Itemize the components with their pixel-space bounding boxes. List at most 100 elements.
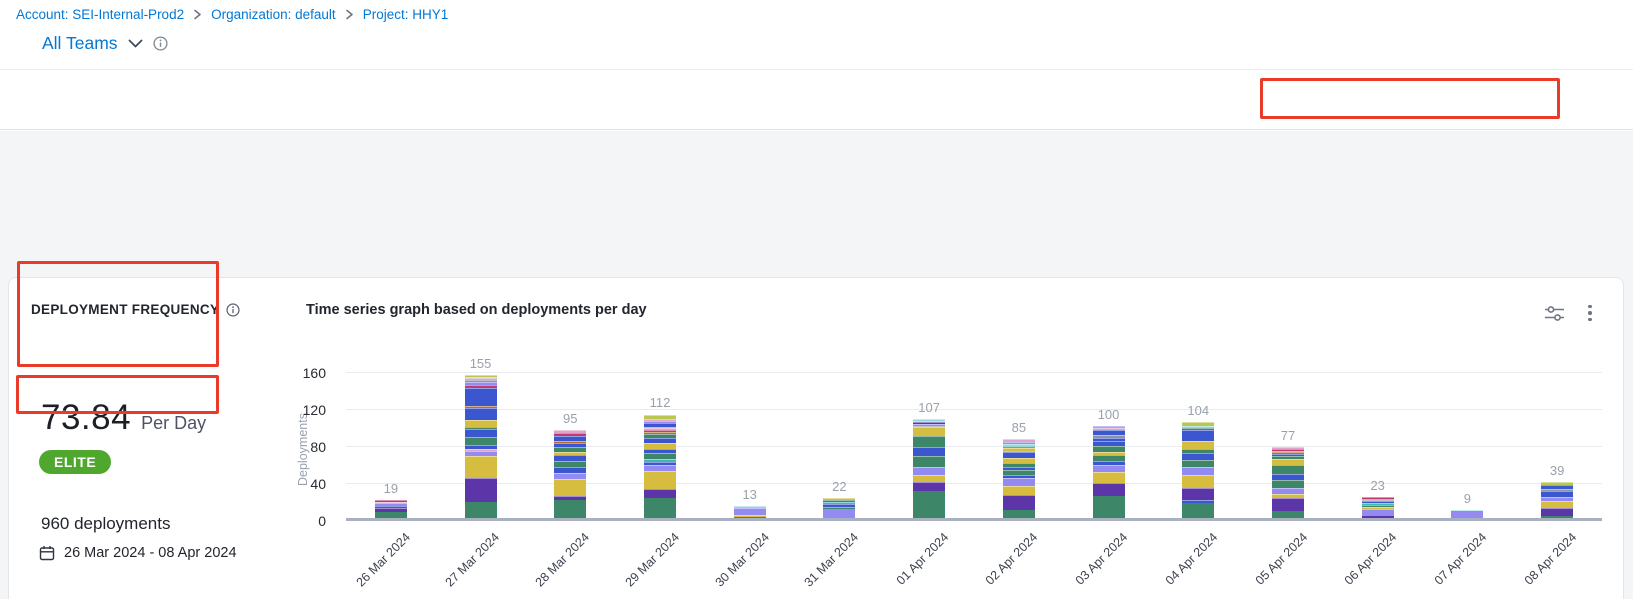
bar-segment xyxy=(1002,474,1035,479)
bar-segment xyxy=(1361,506,1394,509)
bar-segment xyxy=(1002,450,1035,453)
info-icon[interactable] xyxy=(152,36,168,51)
bar-segment xyxy=(913,481,946,492)
bar-segment xyxy=(1271,510,1304,518)
bar-segment xyxy=(1271,450,1304,453)
bar-segment xyxy=(643,420,676,423)
bar-segment xyxy=(643,461,676,466)
bar-segment xyxy=(643,437,676,444)
bar-slot[interactable]: 22 31 Mar 2024 xyxy=(795,358,885,590)
bar-value-label: 22 xyxy=(832,478,847,494)
bar-segment xyxy=(643,432,676,434)
bar-segment xyxy=(374,511,407,518)
bar-segment xyxy=(464,436,497,445)
bar-segment xyxy=(1541,496,1574,502)
bar-segment xyxy=(913,474,946,482)
bar-segment xyxy=(1002,469,1035,475)
bar-segment xyxy=(643,433,676,438)
bar-segment xyxy=(554,460,587,468)
bar-value-label: 155 xyxy=(469,355,492,371)
bar-segment xyxy=(1451,510,1484,518)
bar-segment xyxy=(643,497,676,518)
bar-segment xyxy=(1092,430,1125,435)
bar-segment xyxy=(643,443,676,449)
bar-segment xyxy=(374,506,407,508)
stacked-bar xyxy=(1092,425,1125,518)
bar-segment xyxy=(643,470,676,490)
chart-settings-button[interactable] xyxy=(1541,300,1567,326)
bar-segment xyxy=(554,452,587,456)
bar-segment xyxy=(1271,446,1304,449)
x-axis-label: 29 Mar 2024 xyxy=(622,530,682,590)
gridline xyxy=(346,483,1602,484)
bar-segment xyxy=(1182,459,1215,468)
bar-slot[interactable]: 85 02 Apr 2024 xyxy=(974,358,1064,587)
y-tick-label: 80 xyxy=(310,439,326,455)
bar-segment xyxy=(913,420,946,422)
bar-segment xyxy=(554,500,587,518)
bar-segment xyxy=(1541,501,1574,508)
bar-segment xyxy=(1092,460,1125,466)
bar-segment xyxy=(1002,452,1035,458)
breadcrumb-item[interactable]: Project: HHY1 xyxy=(362,7,449,22)
bar-segment xyxy=(1092,465,1125,472)
bar-segment xyxy=(913,435,946,447)
bar-segment xyxy=(913,427,946,436)
bar-segment xyxy=(1271,480,1304,488)
bar-slot[interactable]: 23 06 Apr 2024 xyxy=(1333,358,1423,588)
bar-slot[interactable]: 112 29 Mar 2024 xyxy=(615,358,705,589)
bar-value-label: 13 xyxy=(742,486,757,502)
info-icon[interactable] xyxy=(226,302,240,317)
bar-slot[interactable]: 9 07 Apr 2024 xyxy=(1423,358,1513,588)
bar-slot[interactable]: 104 04 Apr 2024 xyxy=(1153,358,1243,588)
kebab-menu-icon xyxy=(1588,304,1592,322)
x-axis-label: 02 Apr 2024 xyxy=(983,530,1041,588)
x-axis-label: 26 Mar 2024 xyxy=(353,530,413,590)
bar-segment xyxy=(1182,487,1215,501)
bar-segment xyxy=(464,444,497,449)
bar-segment xyxy=(1541,489,1574,492)
insight-header: Test Insight All Insights 26 Mar 2024 - … xyxy=(0,70,1633,183)
bar-slot[interactable]: 77 05 Apr 2024 xyxy=(1243,358,1333,588)
bar-segment xyxy=(464,420,497,427)
breadcrumb-item[interactable]: Account: SEI-Internal-Prod2 xyxy=(16,7,185,22)
team-selector[interactable]: All Teams xyxy=(42,33,168,54)
bar-slot[interactable]: 95 28 Mar 2024 xyxy=(525,358,615,589)
calendar-icon xyxy=(39,545,55,561)
stacked-bar xyxy=(1541,481,1574,518)
bar-segment xyxy=(554,455,587,461)
bar-segment xyxy=(1002,467,1035,470)
stacked-bar xyxy=(464,374,497,518)
widget-title-text: DEPLOYMENT FREQUENCY xyxy=(31,302,220,317)
bar-segment xyxy=(1271,493,1304,498)
bar-segment xyxy=(643,414,676,420)
x-axis-label: 06 Apr 2024 xyxy=(1342,530,1400,588)
bar-segment xyxy=(1092,425,1125,427)
bar-segment xyxy=(1092,495,1125,518)
metric-value: 73.84 xyxy=(41,398,132,437)
stacked-bar xyxy=(1361,496,1394,518)
bar-segment xyxy=(1271,487,1304,494)
bar-segment xyxy=(823,497,856,501)
bar-segment xyxy=(1271,452,1304,455)
gridline xyxy=(346,446,1602,447)
bar-value-label: 39 xyxy=(1549,462,1565,478)
total-deployments: 960 deployments xyxy=(41,514,171,533)
bar-segment xyxy=(823,504,856,507)
bar-slot[interactable]: 19 26 Mar 2024 xyxy=(346,358,436,589)
x-axis-label: 04 Apr 2024 xyxy=(1162,530,1221,588)
bar-slot[interactable]: 107 01 Apr 2024 xyxy=(884,358,974,588)
bar-segment xyxy=(1541,507,1574,517)
tier-badge: ELITE xyxy=(39,450,112,474)
bar-slot[interactable]: 13 30 Mar 2024 xyxy=(705,358,795,590)
bar-slot[interactable]: 39 08 Apr 2024 xyxy=(1512,358,1602,588)
top-header: Account: SEI-Internal-Prod2 Organization:… xyxy=(0,0,1633,70)
breadcrumb-item[interactable]: Organization: default xyxy=(211,7,336,22)
bar-segment xyxy=(464,380,497,383)
widget-menu-button[interactable] xyxy=(1577,300,1603,326)
bar-value-label: 112 xyxy=(649,395,671,411)
bar-slot[interactable]: 155 27 Mar 2024 xyxy=(436,355,526,590)
bar-slot[interactable]: 100 03 Apr 2024 xyxy=(1064,358,1154,588)
x-axis-label: 27 Mar 2024 xyxy=(442,530,503,590)
bar-segment xyxy=(643,430,676,433)
